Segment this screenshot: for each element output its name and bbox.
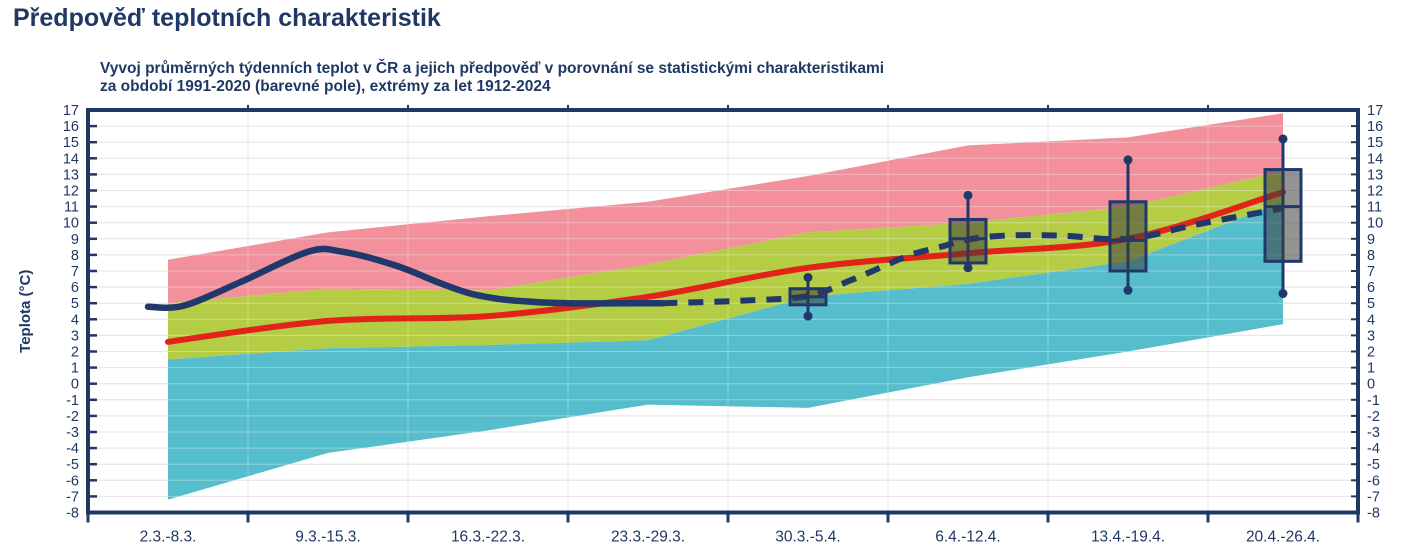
y-tick-label-left: -1 — [66, 393, 79, 409]
y-tick-label-right: 10 — [1367, 216, 1383, 232]
y-tick-label-right: 16 — [1367, 119, 1383, 135]
band-above-normal — [168, 113, 1283, 304]
y-tick-label-left: 6 — [71, 280, 79, 296]
whisker-low-dot — [803, 311, 813, 321]
climate-bands — [168, 113, 1283, 500]
y-tick-label-left: -2 — [66, 409, 79, 425]
axis-ticks — [86, 105, 1360, 523]
chart-subtitle-line1: Vyvoj průměrných týdenních teplot v ČR a… — [100, 60, 885, 77]
y-tick-label-right: 4 — [1367, 312, 1375, 328]
y-tick-label-right: 11 — [1367, 200, 1382, 216]
box — [948, 217, 988, 265]
y-tick-label-left: 4 — [71, 312, 79, 328]
gridline-overlay — [88, 110, 1358, 513]
y-tick-label-right: -5 — [1367, 457, 1380, 473]
boxplot-30.3.-5.4. — [788, 272, 828, 321]
x-tick-label: 20.4.-26.4. — [1246, 529, 1320, 546]
x-tick-label: 30.3.-5.4. — [775, 529, 841, 546]
y-tick-label-left: 5 — [71, 296, 79, 312]
y-tick-label-left: 9 — [71, 232, 79, 248]
x-tick-label: 2.3.-8.3. — [140, 529, 197, 546]
forecast-boxplots — [788, 134, 1303, 321]
y-tick-label-left: -3 — [66, 425, 79, 441]
y-tick-label-left: 12 — [63, 184, 79, 200]
y-tick-label-right: 12 — [1367, 184, 1383, 200]
y-tick-label-left: 10 — [63, 216, 79, 232]
y-tick-label-left: -7 — [66, 489, 79, 505]
y-axis-right-labels: 17161514131211109876543210-1-2-3-4-5-6-7… — [1367, 103, 1383, 522]
x-tick-label: 23.3.-29.3. — [611, 529, 685, 546]
boxplot-13.4.-19.4. — [1108, 155, 1148, 295]
y-tick-label-left: 15 — [63, 135, 79, 151]
y-axis-title: Teplota (°C) — [17, 270, 34, 353]
y-tick-label-right: -4 — [1367, 441, 1380, 457]
y-tick-label-left: 13 — [63, 167, 79, 183]
y-tick-label-right: 6 — [1367, 280, 1375, 296]
boxplot-6.4.-12.4. — [948, 190, 988, 273]
x-tick-label: 9.3.-15.3. — [295, 529, 361, 546]
boxplot-20.4.-26.4. — [1263, 134, 1303, 299]
forecast-line — [662, 205, 1284, 307]
y-axis-left-labels: 17161514131211109876543210-1-2-3-4-5-6-7… — [63, 103, 79, 522]
y-tick-label-right: 3 — [1367, 328, 1375, 344]
band-below-normal — [168, 201, 1283, 500]
x-tick-label: 6.4.-12.4. — [935, 529, 1001, 546]
y-tick-label-left: 11 — [64, 200, 79, 216]
y-tick-label-right: 15 — [1367, 135, 1383, 151]
x-axis-labels: 2.3.-8.3. 9.3.-15.3. 16.3.-22.3. 23.3.-29.3… — [140, 529, 1320, 546]
box — [1263, 168, 1303, 263]
y-tick-label-right: -7 — [1367, 489, 1380, 505]
y-tick-label-right: 17 — [1367, 103, 1383, 119]
whisker-low-dot — [1123, 285, 1133, 295]
y-tick-label-right: -2 — [1367, 409, 1380, 425]
y-tick-label-left: 0 — [71, 377, 79, 393]
y-tick-label-left: 17 — [63, 103, 79, 119]
y-tick-label-left: 14 — [63, 151, 79, 167]
whisker-high-dot — [1278, 134, 1288, 144]
y-tick-label-left: 1 — [71, 361, 79, 377]
y-tick-label-right: 2 — [1367, 345, 1375, 361]
y-tick-label-right: 7 — [1367, 264, 1375, 280]
y-tick-label-left: 2 — [71, 345, 79, 361]
whisker-high-dot — [803, 272, 813, 282]
y-tick-label-right: -1 — [1367, 393, 1380, 409]
y-tick-label-right: 8 — [1367, 248, 1375, 264]
box — [1108, 200, 1148, 273]
whisker-low-dot — [963, 263, 973, 273]
y-tick-label-right: 0 — [1367, 377, 1375, 393]
page-title: Předpověď teplotních charakteristik — [13, 4, 441, 32]
y-tick-label-right: -3 — [1367, 425, 1380, 441]
y-tick-label-left: 8 — [71, 248, 79, 264]
y-tick-label-left: -4 — [66, 441, 79, 457]
y-tick-label-right: 14 — [1367, 151, 1383, 167]
plot-frame — [86, 108, 1360, 515]
whisker-low-dot — [1278, 289, 1288, 299]
observed-line — [144, 245, 666, 311]
y-tick-label-right: -6 — [1367, 473, 1380, 489]
x-tick-label: 16.3.-22.3. — [451, 529, 525, 546]
y-tick-label-left: -6 — [66, 473, 79, 489]
chart-subtitle-line2: za období 1991-2020 (barevné pole), extr… — [100, 78, 551, 95]
y-tick-label-left: 3 — [71, 328, 79, 344]
whisker-high-dot — [963, 190, 973, 200]
band-normal — [168, 171, 1283, 360]
whisker-high-dot — [1123, 155, 1133, 165]
y-tick-label-left: -5 — [66, 457, 79, 473]
y-tick-label-right: 5 — [1367, 296, 1375, 312]
y-tick-label-left: -8 — [66, 506, 79, 522]
y-tick-label-right: 9 — [1367, 232, 1375, 248]
y-tick-label-right: -8 — [1367, 506, 1380, 522]
y-tick-label-left: 7 — [71, 264, 79, 280]
y-tick-label-right: 13 — [1367, 167, 1383, 183]
y-tick-label-left: 16 — [63, 119, 79, 135]
x-tick-label: 13.4.-19.4. — [1091, 529, 1165, 546]
y-tick-label-right: 1 — [1367, 361, 1375, 377]
chart-subtitle: Vyvoj průměrných týdenních teplot v ČR a… — [100, 60, 884, 96]
